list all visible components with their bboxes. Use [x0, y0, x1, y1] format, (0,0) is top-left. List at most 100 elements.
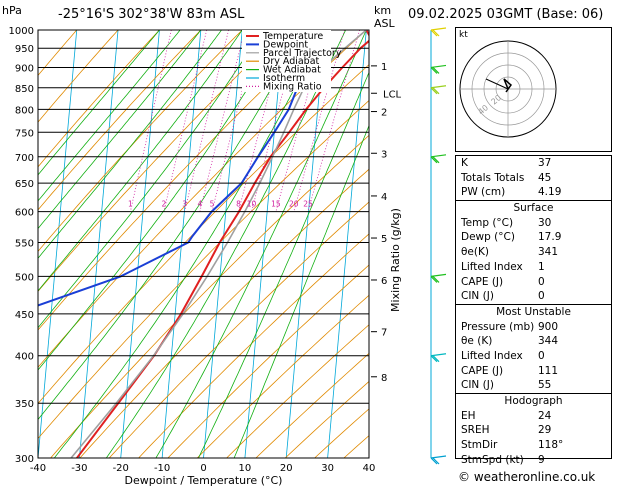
pressure-tick-label: 500 — [15, 272, 34, 283]
stat-value: 29 — [538, 424, 552, 437]
stat-value: 24 — [538, 409, 552, 422]
wind-barb — [430, 455, 447, 465]
dry-adiabat-line — [38, 30, 78, 77]
hodograph-unit: kt — [459, 30, 468, 40]
temp-tick-label: 10 — [239, 463, 252, 474]
wind-barb — [430, 85, 447, 95]
legend-entry: Mixing Ratio — [263, 81, 322, 92]
wet-adiabat-line — [155, 30, 367, 458]
mixing-ratio-label: 8 — [236, 200, 241, 209]
stat-value: 4.19 — [538, 186, 562, 199]
pressure-tick-label: 850 — [15, 84, 34, 95]
stat-row: PW (cm) 4.19 — [456, 185, 611, 200]
temp-tick-label: -20 — [113, 463, 129, 474]
mixing-ratio-label: 1 — [128, 200, 133, 209]
hodograph-ring-label: 20 — [490, 93, 504, 106]
km-tick-label: 2 — [381, 108, 387, 119]
stat-key: Dewp (°C) — [461, 231, 515, 244]
pressure-tick-label: 700 — [15, 153, 34, 164]
legend-entry: Dry Adiabat — [263, 56, 320, 67]
isotherm-line — [79, 30, 119, 458]
temp-tick-label: -10 — [154, 463, 170, 474]
temp-tick-label: -30 — [71, 463, 87, 474]
stat-key: EH — [461, 409, 476, 422]
dry-adiabat-line — [196, 294, 369, 458]
stat-value: 0 — [538, 275, 545, 288]
temp-tick-label: 30 — [321, 463, 334, 474]
series-line — [76, 30, 369, 458]
temp-tick-label: 20 — [280, 463, 293, 474]
stat-value: 0 — [538, 349, 545, 362]
stat-row: Pressure (mb) 900 — [456, 320, 611, 335]
wet-adiabat-line — [38, 30, 264, 329]
stat-row: Temp (°C) 30 — [456, 216, 611, 231]
stat-value: 0 — [538, 290, 545, 303]
stat-key: Lifted Index — [461, 260, 523, 273]
wet-adiabat-line — [53, 30, 326, 458]
mixing-ratio-label: 10 — [247, 200, 257, 209]
hodograph-stats-title: Hodograph — [504, 395, 563, 407]
stat-key: StmDir — [461, 439, 498, 452]
mixing-ratio-axis-label: Mixing Ratio (g/kg) — [389, 208, 402, 312]
wet-adiabat-line — [38, 30, 305, 421]
dry-adiabat-line — [50, 134, 369, 458]
surface-title: Surface — [513, 202, 554, 215]
wind-barb — [430, 64, 447, 74]
pressure-tick-label: 600 — [15, 208, 34, 219]
indices-panel: K 37 Totals Totals 45 PW (cm) 4.19 Surface Te… — [455, 155, 612, 466]
stat-key: θe (K) — [461, 335, 493, 348]
km-tick-label: 1 — [381, 62, 387, 73]
stat-value: 9 — [538, 453, 545, 466]
stat-key: Totals Totals — [461, 171, 525, 184]
x-axis-label: Dewpoint / Temperature (°C) — [125, 474, 283, 486]
legend-entry: Temperature — [262, 31, 323, 42]
stat-key: CAPE (J) — [461, 364, 504, 377]
stat-value: 30 — [538, 216, 552, 229]
mixing-ratio-line — [163, 30, 208, 212]
isotherm-line — [120, 30, 160, 458]
stat-row: StmDir 118° — [456, 438, 611, 453]
storm-motion-vector — [485, 78, 509, 90]
dry-adiabat-line — [226, 324, 369, 458]
stat-row: CAPE (J) 111 — [456, 364, 611, 379]
stat-value: 900 — [538, 320, 559, 333]
stat-row: Lifted Index 0 — [456, 349, 611, 364]
stat-key: Temp (°C) — [461, 216, 514, 229]
stat-row: θe(K) 341 — [456, 245, 611, 260]
mixing-ratio-label: 4 — [197, 200, 202, 209]
dry-adiabat-line — [38, 30, 119, 123]
stat-row: Lifted Index 1 — [456, 260, 611, 275]
unstable-block: Most Unstable Pressure (mb) 900 θe (K) 344 L… — [456, 303, 611, 393]
datetime-title: 09.02.2025 03GMT (Base: 06) — [408, 7, 604, 22]
stat-value: 1 — [538, 260, 545, 273]
pressure-tick-label: 750 — [15, 128, 34, 139]
wind-barb — [430, 353, 447, 363]
stat-key: SREH — [461, 424, 490, 437]
isotherm-line — [327, 30, 367, 458]
temp-tick-label: 40 — [363, 463, 376, 474]
mixing-ratio-label: 3 — [182, 200, 187, 209]
pressure-tick-label: 450 — [15, 310, 34, 321]
stat-row: CIN (J) 55 — [456, 378, 611, 393]
stat-key: Pressure (mb) — [461, 320, 535, 333]
km-tick-label: 4 — [381, 192, 387, 203]
dry-adiabat-line — [108, 201, 369, 458]
stat-row: StmSpd (kt) 9 — [456, 453, 611, 468]
stat-key: θe(K) — [461, 246, 489, 259]
asl-unit-label: ASL — [374, 17, 395, 30]
dry-adiabat-line — [38, 30, 326, 331]
plot-frame — [37, 29, 370, 459]
pressure-tick-label: 400 — [15, 352, 34, 363]
pressure-tick-label: 900 — [15, 63, 34, 74]
stat-value: 45 — [538, 171, 552, 184]
wind-barb — [430, 273, 447, 283]
legend-entry: Wet Adiabat — [263, 65, 321, 76]
temp-tick-label: 0 — [200, 463, 206, 474]
pressure-tick-label: 950 — [15, 44, 34, 55]
mixing-ratio-label: 5 — [210, 200, 215, 209]
km-tick-label: 8 — [381, 373, 387, 384]
dry-adiabat-line — [38, 30, 160, 168]
km-unit-label: km — [374, 4, 392, 17]
